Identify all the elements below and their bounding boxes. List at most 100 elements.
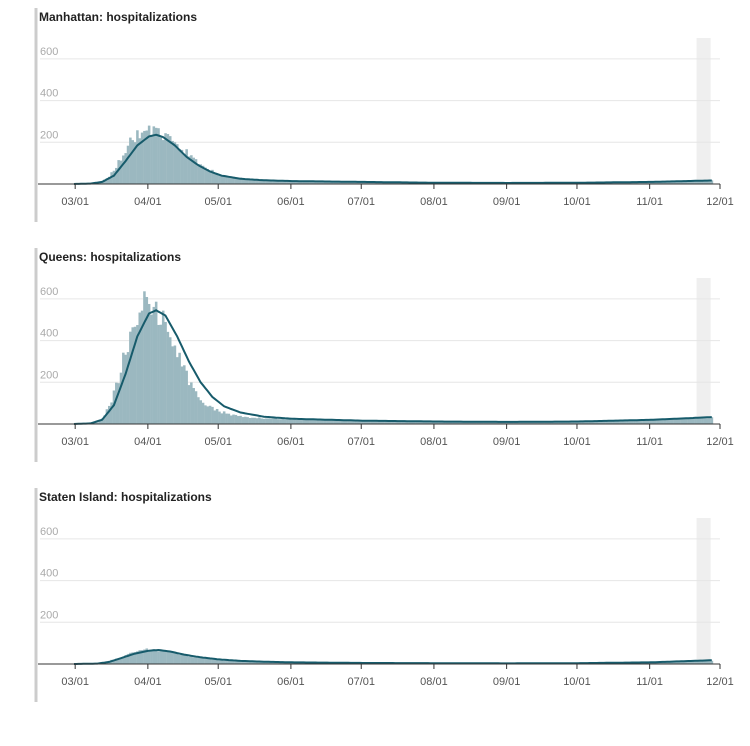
- bar: [553, 421, 557, 424]
- y-tick-label: 400: [40, 328, 58, 340]
- bar: [661, 181, 664, 184]
- bar: [124, 153, 127, 184]
- x-tick-label: 11/01: [636, 676, 663, 688]
- bar: [208, 658, 212, 664]
- bar: [558, 421, 561, 424]
- bar: [183, 365, 186, 424]
- bar: [701, 418, 704, 424]
- chart-queens: 200 400 600 03/01 04/01 05/01 06/01 07/01 08/01 0…: [34, 248, 734, 462]
- bar: [630, 419, 634, 424]
- bar: [483, 421, 486, 424]
- bar: [176, 652, 179, 664]
- bar: [140, 132, 144, 184]
- bar: [286, 419, 289, 424]
- bar: [283, 419, 287, 424]
- bar: [279, 180, 282, 184]
- bar: [316, 181, 320, 184]
- bar: [248, 179, 252, 184]
- bar: [201, 402, 205, 424]
- bar: [701, 660, 704, 664]
- bar: [171, 652, 174, 664]
- y-tick-label: 600: [40, 526, 58, 538]
- bar: [642, 182, 646, 184]
- bar: [253, 179, 256, 184]
- bar: [656, 662, 660, 664]
- bar: [666, 661, 669, 664]
- bar: [232, 176, 235, 184]
- bar: [698, 661, 702, 664]
- bar: [480, 421, 484, 424]
- bar: [673, 418, 676, 424]
- bar: [696, 418, 700, 424]
- bar: [168, 652, 172, 664]
- bar: [424, 421, 428, 424]
- bars-queens: [75, 291, 714, 424]
- bar: [607, 420, 610, 424]
- bar: [312, 419, 315, 424]
- bar: [340, 181, 343, 184]
- bar: [361, 182, 364, 184]
- bar: [302, 662, 306, 664]
- bar: [356, 420, 360, 424]
- bar: [666, 181, 669, 184]
- bar: [537, 421, 540, 424]
- bar: [110, 172, 113, 184]
- bar: [220, 659, 224, 664]
- bar: [419, 421, 423, 424]
- bar: [551, 421, 554, 424]
- bar: [689, 181, 693, 184]
- bar: [215, 659, 219, 664]
- y-tick-label: 200: [40, 369, 58, 381]
- bar: [255, 662, 259, 664]
- bar: [417, 421, 421, 424]
- bar: [703, 418, 707, 424]
- bar: [183, 654, 186, 664]
- bar: [323, 181, 327, 184]
- bar: [173, 345, 177, 424]
- bar: [178, 655, 181, 664]
- bar: [691, 180, 695, 184]
- bar: [260, 662, 263, 664]
- x-tick-label: 11/01: [636, 196, 663, 208]
- bar: [459, 421, 463, 424]
- bar: [185, 370, 188, 424]
- bar: [555, 421, 559, 424]
- bar: [703, 660, 707, 664]
- bar: [295, 180, 299, 184]
- bar: [705, 180, 709, 184]
- bar: [691, 660, 695, 664]
- bar: [279, 662, 282, 664]
- bar: [126, 352, 130, 424]
- x-tick-label: 06/01: [277, 676, 305, 688]
- bar: [581, 421, 585, 424]
- bar: [654, 181, 657, 184]
- bar: [274, 418, 278, 424]
- x-tick-label: 06/01: [277, 196, 305, 208]
- bar: [187, 385, 191, 424]
- bar: [312, 181, 315, 184]
- x-tick-label: 04/01: [134, 196, 162, 208]
- bar: [684, 661, 688, 664]
- bar: [333, 181, 336, 184]
- bar: [108, 176, 111, 184]
- bar: [239, 415, 242, 424]
- bar: [485, 421, 489, 424]
- bar: [501, 421, 505, 424]
- bar: [286, 662, 289, 664]
- bar: [464, 421, 467, 424]
- bar: [122, 656, 125, 664]
- bar: [286, 180, 289, 184]
- bar: [466, 421, 470, 424]
- bar: [159, 324, 163, 424]
- bar: [689, 419, 693, 424]
- bar: [119, 657, 123, 664]
- bar: [689, 661, 693, 664]
- bar: [119, 372, 123, 424]
- bar: [171, 140, 174, 184]
- bar: [593, 420, 596, 424]
- bar: [445, 421, 449, 424]
- bar: [131, 140, 134, 184]
- bar: [415, 421, 418, 424]
- bar: [272, 662, 275, 664]
- bar: [523, 422, 526, 424]
